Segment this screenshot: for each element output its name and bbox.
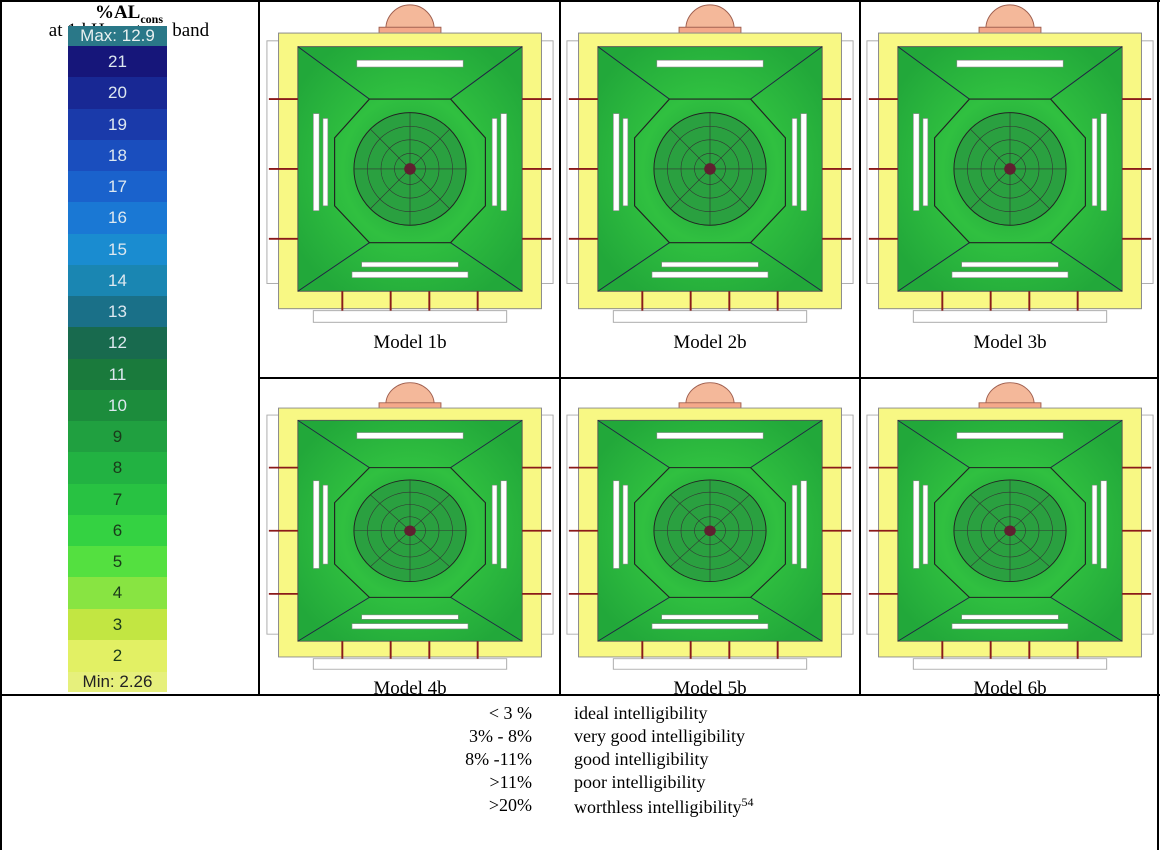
model-label: Model 5b	[673, 678, 747, 699]
colorbar-level: 17	[68, 171, 167, 203]
floor-plan	[865, 381, 1155, 671]
model-cell: Model 6b	[860, 380, 1160, 700]
criteria-text: ideal intelligibility	[574, 703, 708, 723]
colorbar-level: 21	[68, 46, 167, 78]
model-label: Model 3b	[973, 332, 1047, 353]
colorbar-max: Max: 12.9	[68, 26, 167, 46]
plan-drawing	[265, 381, 555, 671]
colorbar-level: 5	[68, 546, 167, 578]
rule	[0, 0, 1160, 2]
legend-title: %ALcons	[94, 2, 164, 26]
footnote-mark: 54	[741, 795, 754, 809]
criteria-range: 8% -11%	[465, 749, 532, 769]
criteria-text: poor intelligibility	[574, 772, 706, 792]
colorbar-level: 20	[68, 77, 167, 109]
floor-plan	[865, 3, 1155, 324]
colorbar-min: Min: 2.26	[68, 671, 167, 692]
criteria-text: very good intelligibility	[574, 726, 745, 746]
colorbar-level: 16	[68, 202, 167, 234]
criteria-range: 3% - 8%	[469, 726, 532, 746]
plan-drawing	[265, 3, 555, 324]
rule	[1157, 0, 1159, 850]
criteria-range: >11%	[489, 772, 532, 792]
colorbar-level: 14	[68, 264, 167, 297]
criteria-text: good intelligibility	[574, 749, 709, 769]
colorbar-level: 2	[68, 639, 167, 672]
rule	[859, 0, 861, 695]
rule	[258, 377, 1158, 379]
model-cell: Model 5b	[560, 380, 860, 700]
rule	[0, 694, 1160, 696]
colorbar-level: 9	[68, 421, 167, 453]
model-cell: Model 3b	[860, 2, 1160, 354]
model-cell: Model 4b	[260, 380, 560, 700]
colorbar-level: 13	[68, 296, 167, 328]
plan-drawing	[865, 381, 1155, 671]
plan-drawing	[565, 381, 855, 671]
floor-plan	[565, 3, 855, 324]
plan-drawing	[565, 3, 855, 324]
colorbar-level: 3	[68, 608, 167, 641]
colorbar-level: 19	[68, 108, 167, 141]
colorbar-level: 15	[68, 233, 167, 266]
criteria-range: >20%	[488, 795, 532, 815]
colorbar-level: 8	[68, 452, 167, 484]
model-label: Model 1b	[373, 332, 447, 353]
colorbar-level: 12	[68, 327, 167, 359]
rule	[258, 0, 260, 695]
floor-plan	[565, 381, 855, 671]
rule	[559, 0, 561, 695]
floor-plan	[265, 381, 555, 671]
model-label: Model 2b	[673, 332, 747, 353]
colorbar-level: 6	[68, 514, 167, 547]
plan-drawing	[865, 3, 1155, 324]
model-label: Model 6b	[973, 678, 1047, 699]
colorbar-level: 11	[68, 358, 167, 391]
colorbar-level: 10	[68, 389, 167, 422]
model-cell: Model 2b	[560, 2, 860, 354]
criteria-text: worthless intelligibility54	[574, 795, 754, 817]
rule	[0, 0, 2, 850]
colorbar-level: 4	[68, 577, 167, 609]
model-label: Model 4b	[373, 678, 447, 699]
model-cell: Model 1b	[260, 2, 560, 354]
colorbar-level: 18	[68, 139, 167, 172]
criteria-range: < 3 %	[488, 703, 532, 723]
floor-plan	[265, 3, 555, 324]
colorbar-level: 7	[68, 483, 167, 516]
